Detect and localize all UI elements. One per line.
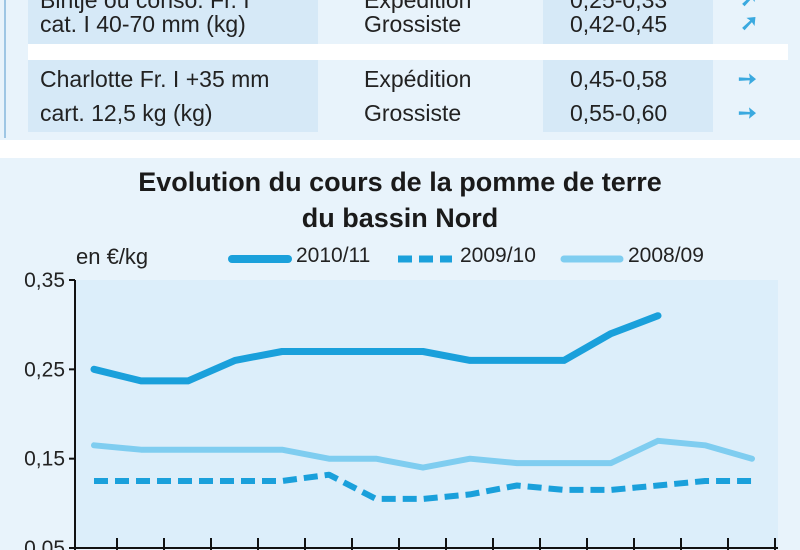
data-point	[514, 357, 520, 364]
plot-area	[75, 280, 778, 548]
chart-title: Evolution du cours de la pomme de terre	[138, 167, 662, 197]
data-point	[561, 460, 567, 466]
product-cell: Bintje ou conso. Fr. I	[40, 0, 250, 13]
product-cell: Charlotte Fr. I +35 mm	[40, 66, 270, 92]
table-row	[28, 60, 788, 132]
y-tick-label: 0,05	[24, 537, 65, 550]
data-point	[608, 330, 614, 337]
data-point	[326, 456, 332, 462]
legend-label-2008-09: 2008/09	[628, 244, 704, 267]
data-point	[702, 442, 708, 448]
data-point	[373, 348, 379, 355]
data-point	[749, 456, 755, 462]
market-cell: Expédition	[364, 66, 472, 92]
price-cell: 0,25-0,33	[570, 0, 668, 13]
trend-stable-icon: ➙	[738, 66, 757, 91]
market-cell: Grossiste	[364, 11, 462, 37]
price-cell: 0,55-0,60	[570, 100, 668, 126]
y-tick-label: 0,15	[24, 448, 65, 471]
product-cell: cat. I 40-70 mm (kg)	[40, 11, 246, 37]
trend-up-icon: ➚	[740, 10, 759, 35]
data-point	[279, 348, 285, 355]
data-point	[232, 357, 238, 364]
data-point	[91, 442, 97, 448]
price-cell: 0,42-0,45	[570, 11, 668, 37]
legend-label-2009-10: 2009/10	[460, 244, 536, 267]
table-row	[28, 0, 788, 44]
trend-stable-icon: ➙	[738, 100, 757, 125]
price-cell: 0,45-0,58	[570, 66, 668, 92]
y-tick-label: 0,25	[24, 358, 65, 381]
y-tick-label: 0,35	[24, 269, 65, 292]
data-point	[655, 438, 661, 444]
data-point	[138, 447, 144, 453]
data-point	[608, 460, 614, 466]
legend-label-2010-11: 2010/11	[296, 244, 371, 267]
data-point	[420, 348, 426, 355]
data-point	[185, 447, 191, 453]
data-point	[514, 460, 520, 466]
y-axis-unit-label: en €/kg	[76, 244, 149, 269]
data-point	[467, 456, 473, 462]
product-cell: cart. 12,5 kg (kg)	[40, 100, 213, 126]
data-point	[91, 366, 97, 373]
data-point	[326, 348, 332, 355]
data-point	[655, 312, 661, 319]
table-left-border	[4, 0, 6, 138]
chart-plot-svg: 0,05 0,15 0,25 0,35	[24, 255, 778, 550]
data-point	[185, 377, 191, 384]
trend-up-icon: ➚	[740, 0, 758, 12]
data-point	[373, 456, 379, 462]
row-separator	[28, 44, 788, 60]
data-point	[467, 357, 473, 364]
data-point	[561, 357, 567, 364]
price-chart: Evolution du cours de la pomme de terre …	[0, 158, 800, 550]
series-line-2009-10	[94, 471, 752, 502]
data-point	[279, 447, 285, 453]
data-point	[420, 465, 426, 471]
data-point	[232, 447, 238, 453]
market-cell: Grossiste	[364, 100, 462, 126]
chart-subtitle: du bassin Nord	[301, 203, 499, 233]
market-cell: Expédition	[364, 0, 472, 13]
price-table: Bintje ou conso. Fr. I Expédition 0,25-0…	[0, 0, 800, 140]
data-point	[138, 377, 144, 384]
